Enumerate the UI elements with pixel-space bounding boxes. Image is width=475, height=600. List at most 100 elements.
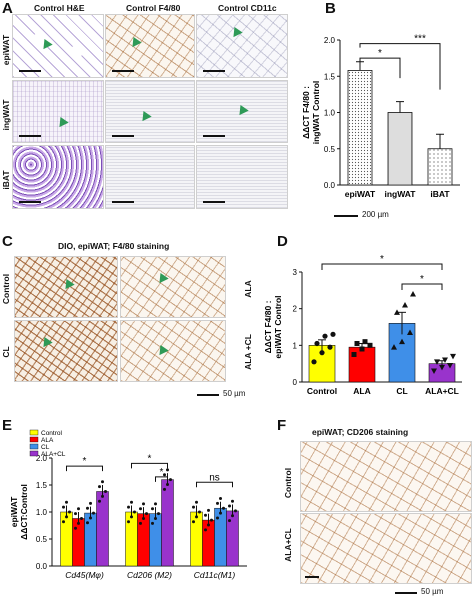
f-row-label-ala-cl: ALA+CL	[283, 528, 293, 562]
chart-b: 0.0 0.5 1.0 1.5 2.0 ΔΔCT F4/80 :ingWAT Contro…	[301, 34, 460, 199]
e-bar	[84, 512, 97, 567]
d-point	[394, 309, 400, 315]
e-point	[145, 512, 148, 516]
e-legend-label: Control	[41, 430, 63, 437]
e-point	[68, 510, 71, 514]
row-label-ingwat: ingWAT	[1, 99, 11, 131]
b-sig-bracket	[359, 57, 401, 79]
d-point	[399, 338, 405, 345]
e-point	[151, 521, 154, 525]
b-y-tick-label: 1.5	[324, 72, 336, 81]
e-sig-bracket	[66, 465, 103, 472]
d-point	[450, 353, 456, 360]
d-point	[362, 339, 368, 345]
e-point	[101, 494, 104, 498]
d-point	[410, 291, 416, 297]
tile-f480-ibat	[105, 145, 195, 209]
e-point	[86, 506, 89, 510]
e-point	[77, 507, 80, 511]
d-point	[319, 350, 325, 356]
scale-bar-a	[334, 215, 358, 217]
e-point	[62, 505, 65, 509]
e-legend-swatch	[29, 436, 39, 443]
panel-label-b: B	[325, 0, 336, 17]
b-bar	[387, 112, 413, 186]
e-point	[231, 499, 234, 503]
scale-label-f: 50 µm	[421, 587, 444, 596]
arrow-marker	[155, 344, 169, 359]
e-point	[219, 511, 222, 515]
e-point	[192, 520, 195, 524]
tile-f480-epiwat	[105, 14, 195, 78]
e-point	[154, 502, 157, 506]
c-row-label-ala-cl: ALA +CL	[243, 334, 253, 370]
e-point	[101, 480, 104, 484]
e-bar	[149, 513, 162, 567]
col-header-he: Control H&E	[34, 3, 85, 13]
e-x-tick-label: Cd206 (M2)	[127, 570, 172, 580]
tile-cd11c-ingwat	[196, 80, 288, 143]
d-point	[431, 368, 437, 374]
d-x-tick-label: ALA	[353, 386, 370, 396]
panel-label-d: D	[277, 233, 288, 250]
d-point	[407, 329, 413, 335]
b-y-tick-label: 1.0	[324, 109, 336, 118]
e-sig-bracket	[155, 476, 168, 482]
e-legend-label: ALA	[41, 437, 54, 444]
e-point	[166, 468, 169, 472]
arrow-marker	[39, 336, 53, 351]
arrow-marker	[155, 272, 169, 287]
e-point	[169, 478, 172, 482]
e-x-tick-label: Cd45(Mφ)	[65, 570, 104, 580]
e-y-tick-label: 1.0	[36, 508, 48, 517]
arrow-marker	[138, 110, 152, 125]
e-point	[127, 505, 130, 509]
e-bar	[214, 507, 227, 567]
tile-he-epiwat	[12, 14, 104, 78]
e-point	[130, 515, 133, 519]
d-point	[351, 352, 357, 357]
d-y-axis-label: ΔΔCT F4/80 :epiWAT Control	[263, 295, 283, 358]
chart-e: 0.0 0.5 1.0 1.5 2.0 epiWATΔΔCT:Control Control…	[9, 429, 247, 580]
d-sig-label: *	[380, 254, 384, 265]
e-point	[104, 489, 107, 493]
e-point	[139, 507, 142, 511]
b-y-axis-label: ΔΔCT F4/80 :ingWAT Control	[301, 81, 321, 145]
e-y-tick-label: 0.0	[36, 562, 48, 571]
e-point	[207, 508, 210, 512]
tile-c-control	[14, 256, 118, 318]
e-bar	[137, 513, 150, 567]
tile-f-ala-cl	[300, 513, 472, 584]
scale-label-a: 200 µm	[362, 210, 389, 219]
e-point	[86, 521, 89, 525]
e-point	[77, 521, 80, 525]
tile-c-ala-cl	[120, 320, 226, 382]
e-x-tick-label: Cd11c(M1)	[194, 570, 236, 580]
e-y-tick-label: 0.5	[36, 535, 48, 544]
panel-label-c: C	[2, 233, 13, 250]
tile-c-cl	[14, 320, 118, 382]
d-x-tick-label: Control	[307, 386, 337, 396]
e-point	[142, 502, 145, 506]
e-y-tick-label: 2.0	[36, 454, 48, 463]
e-point	[163, 473, 166, 477]
e-point	[207, 523, 210, 527]
e-point	[210, 518, 213, 522]
panel-label-a: A	[2, 0, 13, 17]
panel-label-e: E	[2, 417, 13, 434]
c-row-label-ala: ALA	[243, 280, 253, 298]
e-point	[195, 515, 198, 519]
b-sig-bracket	[359, 43, 441, 90]
e-point	[62, 520, 65, 524]
e-point	[216, 516, 219, 520]
e-point	[92, 511, 95, 515]
d-point	[447, 363, 453, 369]
panel-c-title: DIO, epiWAT; F4/80 staining	[58, 241, 170, 251]
e-point	[151, 507, 154, 511]
e-y-axis-label: epiWATΔΔCT:Control	[9, 484, 29, 540]
d-sig-bracket	[321, 263, 443, 270]
e-point	[139, 521, 142, 525]
e-point	[195, 500, 198, 504]
e-legend-label: ALA+CL	[41, 451, 66, 458]
d-x-tick-label: CL	[396, 386, 407, 396]
